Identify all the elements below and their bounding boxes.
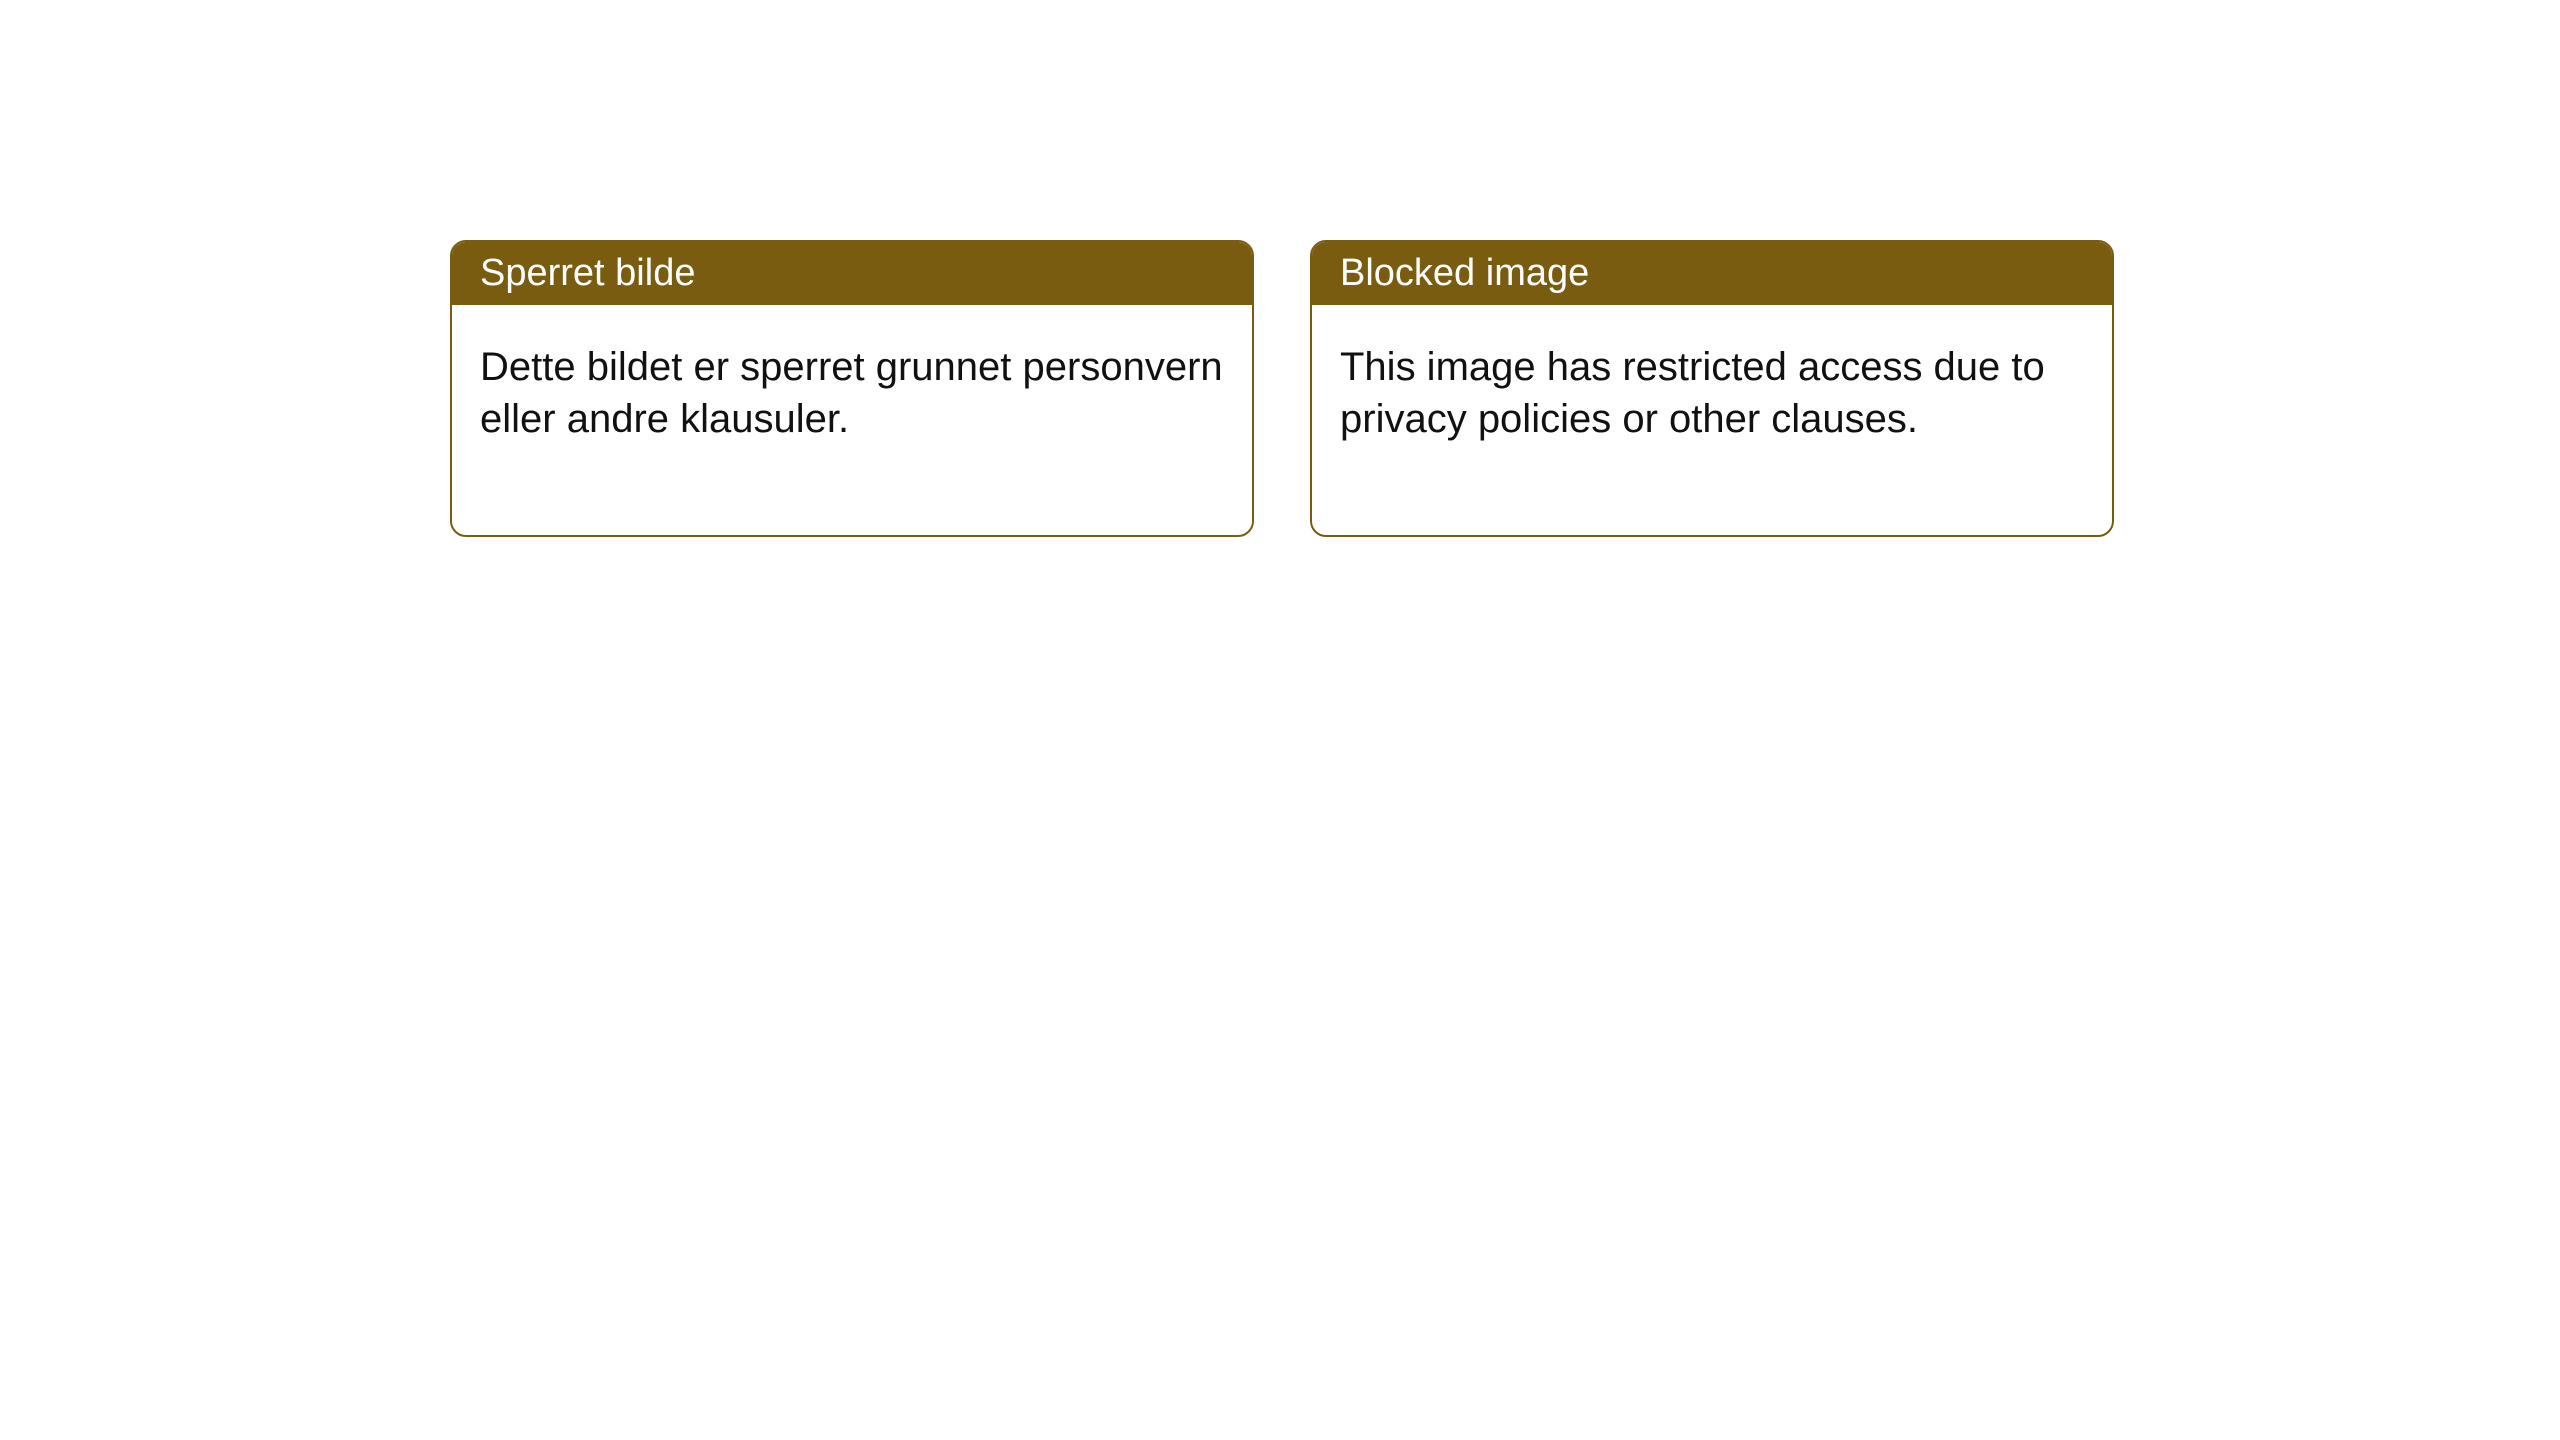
notice-body: Dette bildet er sperret grunnet personve… — [452, 305, 1252, 535]
notice-header: Sperret bilde — [452, 242, 1252, 305]
notice-container: Sperret bilde Dette bildet er sperret gr… — [0, 0, 2560, 537]
notice-card-norwegian: Sperret bilde Dette bildet er sperret gr… — [450, 240, 1254, 537]
notice-body: This image has restricted access due to … — [1312, 305, 2112, 535]
notice-card-english: Blocked image This image has restricted … — [1310, 240, 2114, 537]
notice-header: Blocked image — [1312, 242, 2112, 305]
